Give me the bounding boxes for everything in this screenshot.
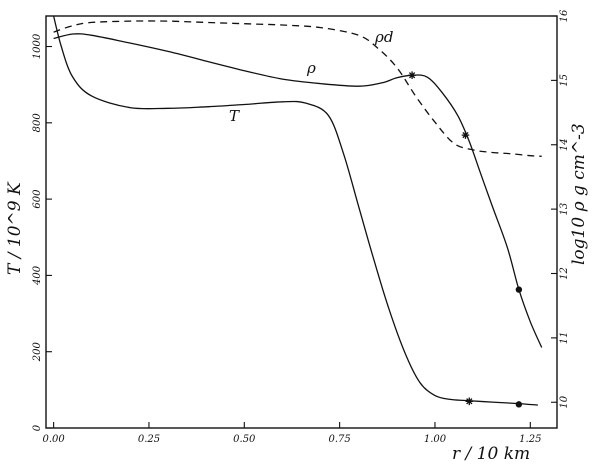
- y-right-tick-label: 11: [559, 332, 570, 345]
- series-marker-star-rho: [408, 71, 416, 80]
- series-label-T: T: [229, 107, 240, 125]
- y-right-axis-label: log10 ρ g cm^-3: [569, 123, 589, 265]
- y-left-tick-label: 200: [32, 342, 43, 363]
- y-left-tick-label: 0: [32, 424, 43, 431]
- y-left-tick-label: 600: [32, 189, 43, 209]
- y-right-tick-label: 16: [559, 9, 570, 22]
- series-label-rho: ρ: [306, 59, 316, 77]
- y-right-tick-label: 12: [559, 267, 570, 280]
- series-label-rho-d: ρd: [374, 28, 393, 46]
- y-left-tick-label: 1000: [32, 33, 43, 59]
- y-right-tick-label: 15: [559, 74, 570, 87]
- x-axis-ticks: 0.00 0.25 0.50 0.75 1.00 1.25: [42, 422, 541, 445]
- series-marker-dot-T: [515, 401, 523, 408]
- x-tick-label: 0.50: [233, 434, 256, 445]
- x-tick-label: 1.25: [519, 434, 541, 445]
- x-tick-label: 0.00: [42, 434, 65, 445]
- plot-frame: [45, 15, 558, 429]
- y-right-tick-label: 13: [559, 203, 570, 216]
- x-tick-label: 0.75: [329, 434, 351, 445]
- x-tick-label: 1.00: [424, 434, 447, 445]
- y-left-tick-label: 400: [32, 265, 43, 286]
- y-right-tick-label: 10: [559, 395, 570, 408]
- y-left-axis-label: T / 10^9 K: [5, 181, 25, 275]
- series-line-T: [52, 15, 538, 406]
- series-line-rho: [53, 33, 543, 348]
- series-marker-dot-rho: [515, 286, 523, 293]
- series-layer: [52, 15, 543, 406]
- x-axis-label: r / 10 km: [452, 444, 530, 464]
- marker-layer: [408, 71, 523, 408]
- y-left-tick-label: 800: [32, 113, 43, 133]
- series-line-rho-d: [53, 20, 542, 157]
- y-right-axis-ticks: 10 11 12 13 14 15 16: [551, 9, 570, 409]
- series-marker-star-T: [465, 397, 474, 406]
- y-left-axis-ticks: 0 200 400 600 800 1000: [32, 33, 52, 431]
- y-right-tick-label: 14: [559, 138, 570, 151]
- x-tick-label: 0.25: [138, 434, 160, 445]
- series-marker-star-rho: [461, 131, 470, 139]
